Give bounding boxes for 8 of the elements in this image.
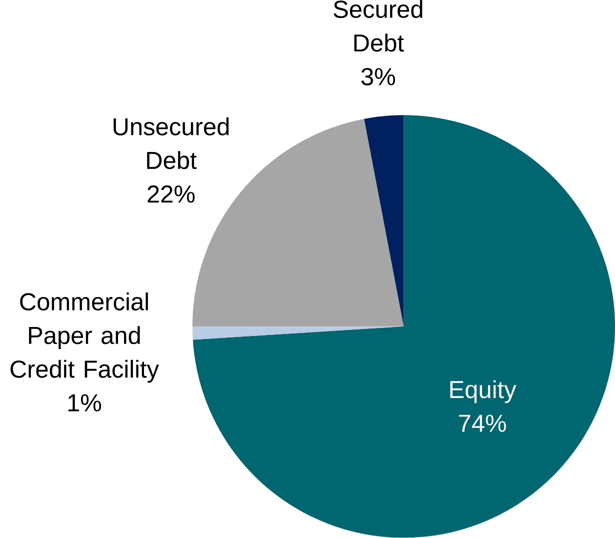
data-label: 1%: [68, 394, 102, 412]
slice-label: Unsecured Debt: [114, 118, 229, 170]
data-label: 74%: [459, 414, 506, 432]
slice-label: Secured Debt: [334, 0, 422, 52]
data-label: 22%: [148, 186, 195, 203]
slice-label: Equity: [450, 380, 516, 404]
slice-label: Commercial Paper and Credit Facility: [10, 292, 160, 383]
data-label: 3%: [361, 68, 396, 86]
